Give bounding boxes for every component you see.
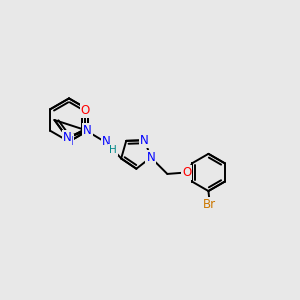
Text: N: N	[140, 134, 149, 147]
Text: N: N	[102, 135, 110, 148]
Text: N: N	[83, 124, 92, 137]
Text: N: N	[146, 151, 155, 164]
Text: O: O	[80, 104, 90, 117]
Text: N: N	[64, 135, 74, 148]
Text: O: O	[182, 166, 191, 179]
Text: N: N	[63, 131, 71, 144]
Text: H: H	[109, 145, 117, 155]
Text: Br: Br	[203, 198, 217, 211]
Text: N: N	[83, 103, 92, 116]
